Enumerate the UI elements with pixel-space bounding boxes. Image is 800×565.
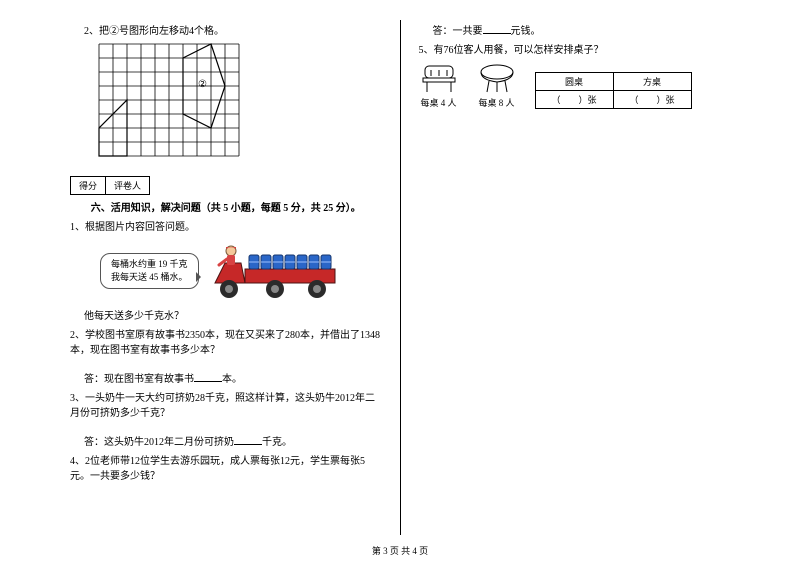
bubble-line1: 每桶水约重 19 千克: [111, 259, 188, 269]
page-footer: 第 3 页 共 4 页: [0, 544, 800, 557]
square-desk-label: 每桌 4 人: [419, 96, 459, 109]
section6-title: 六、活用知识，解决问题（共 5 小题，每题 5 分，共 25 分）。: [70, 199, 382, 214]
p2-blank[interactable]: [194, 372, 222, 382]
speech-bubble: 每桶水约重 19 千克 我每天送 45 桶水。: [100, 253, 199, 288]
p3-answer: 答：这头奶牛2012年二月份可挤奶 千克。: [70, 435, 382, 450]
p2-answer: 答：现在图书室有故事书 本。: [70, 372, 382, 387]
p2-ans-suffix: 本。: [222, 374, 242, 385]
table-hdr-square: 方桌: [613, 73, 691, 91]
p1-title: 1、根据图片内容回答问题。: [70, 220, 382, 235]
p4-text: 4、2位老师带12位学生去游乐园玩，成人票每张12元，学生票每张5元。一共要多少…: [70, 454, 382, 484]
p2-ans-prefix: 答：现在图书室有故事书: [84, 374, 194, 385]
p3-blank[interactable]: [234, 435, 262, 445]
truck-icon: [205, 239, 345, 303]
table-cell-square[interactable]: （ ）张: [613, 91, 691, 109]
p3-ans-suffix: 千克。: [262, 437, 292, 448]
table-hdr-round: 圆桌: [535, 73, 613, 91]
table-cell-round[interactable]: （ ）张: [535, 91, 613, 109]
p4-ans-suffix: 元钱。: [511, 26, 541, 37]
round-desk-icon: [477, 64, 517, 94]
p1-question: 他每天送多少千克水？: [70, 309, 382, 324]
svg-text:②: ②: [198, 79, 207, 90]
square-desk-icon: [419, 64, 459, 94]
square-desk-block: 每桌 4 人: [419, 64, 459, 109]
score-label: 得分: [71, 177, 106, 194]
p3-ans-prefix: 答：这头奶牛2012年二月份可挤奶: [84, 437, 234, 448]
p3-text: 3、一头奶牛一天大约可挤奶28千克，照这样计算，这头奶牛2012年二月份可挤奶多…: [70, 391, 382, 421]
grid-figure: ②: [98, 43, 382, 160]
p1-illustration: 每桶水约重 19 千克 我每天送 45 桶水。: [100, 239, 382, 303]
p4-answer: 答：一共要 元钱。: [419, 24, 731, 39]
p2-text: 2、学校图书室原有故事书2350本，现在又买来了280本，并借出了1348本，现…: [70, 328, 382, 358]
p4-blank[interactable]: [483, 24, 511, 34]
score-box: 得分 评卷人: [70, 176, 150, 195]
bubble-line2: 我每天送 45 桶水。: [111, 272, 188, 282]
p5-figure-row: 每桌 4 人 每桌 8 人 圆桌 方桌 （ ）张: [419, 64, 731, 109]
round-desk-block: 每桌 8 人: [477, 64, 517, 109]
round-desk-label: 每桌 8 人: [477, 96, 517, 109]
p4-ans-prefix: 答：一共要: [433, 26, 483, 37]
grader-label: 评卷人: [106, 177, 149, 194]
p5-text: 5、有76位客人用餐，可以怎样安排桌子？: [419, 43, 731, 58]
desk-table: 圆桌 方桌 （ ）张 （ ）张: [535, 72, 692, 109]
q2-move-text: 2、把②号图形向左移动4个格。: [70, 24, 382, 39]
